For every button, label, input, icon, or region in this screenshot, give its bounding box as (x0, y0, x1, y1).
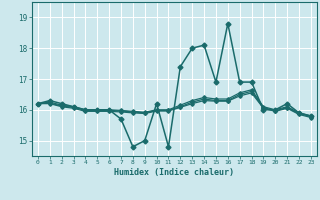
X-axis label: Humidex (Indice chaleur): Humidex (Indice chaleur) (115, 168, 234, 177)
